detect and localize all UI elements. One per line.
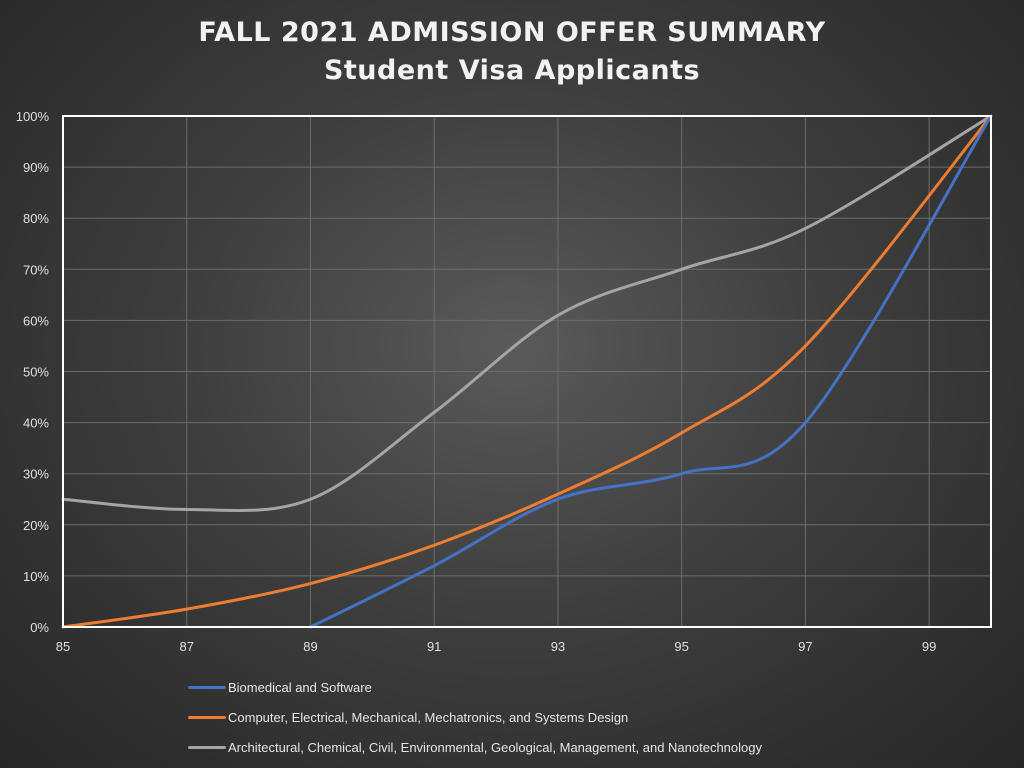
- y-tick-label: 70%: [23, 262, 49, 277]
- y-tick-label: 40%: [23, 416, 49, 431]
- y-tick-label: 50%: [23, 365, 49, 380]
- legend-label: Biomedical and Software: [228, 679, 372, 695]
- series-lines: [61, 114, 993, 629]
- chart-title-block: FALL 2021 ADMISSION OFFER SUMMARY Studen…: [0, 14, 1024, 90]
- legend-item-2: Computer, Electrical, Mechanical, Mechat…: [188, 702, 762, 732]
- legend-swatch: [188, 745, 226, 749]
- y-axis: 0% 10% 20% 30% 40% 50% 60% 70% 80% 90% 100%: [16, 109, 50, 635]
- y-tick-label: 10%: [23, 569, 49, 584]
- grid-lines: [62, 115, 991, 628]
- legend-swatch: [188, 685, 226, 689]
- y-tick-label: 30%: [23, 467, 49, 482]
- series-line-2: [61, 114, 993, 629]
- x-tick-label: 95: [674, 639, 688, 654]
- legend-item-1: Biomedical and Software: [188, 672, 762, 702]
- legend-label: Computer, Electrical, Mechanical, Mechat…: [228, 709, 629, 725]
- legend-item-3: Architectural, Chemical, Civil, Environm…: [188, 732, 762, 762]
- y-tick-label: 80%: [23, 211, 49, 226]
- y-tick-label: 60%: [23, 313, 49, 328]
- y-tick-label: 100%: [16, 109, 50, 124]
- x-tick-label: 97: [798, 639, 812, 654]
- y-tick-label: 20%: [23, 518, 49, 533]
- legend-swatch: [188, 715, 226, 719]
- legend: Biomedical and Software Computer, Electri…: [188, 672, 762, 762]
- y-tick-label: 0%: [30, 620, 49, 635]
- x-tick-label: 85: [56, 639, 70, 654]
- x-tick-label: 99: [922, 639, 936, 654]
- chart-title: FALL 2021 ADMISSION OFFER SUMMARY: [198, 17, 826, 48]
- series-line-3: [61, 114, 993, 513]
- x-tick-label: 91: [427, 639, 441, 654]
- x-tick-label: 93: [551, 639, 565, 654]
- legend-label: Architectural, Chemical, Civil, Environm…: [228, 739, 762, 755]
- series-line-1: [308, 114, 993, 629]
- x-axis: 85 87 89 91 93 95 97 99: [56, 639, 937, 654]
- x-tick-label: 87: [179, 639, 193, 654]
- y-tick-label: 90%: [23, 160, 49, 175]
- chart-subtitle: Student Visa Applicants: [323, 55, 701, 86]
- x-tick-label: 89: [303, 639, 317, 654]
- plot-frame: [62, 115, 992, 628]
